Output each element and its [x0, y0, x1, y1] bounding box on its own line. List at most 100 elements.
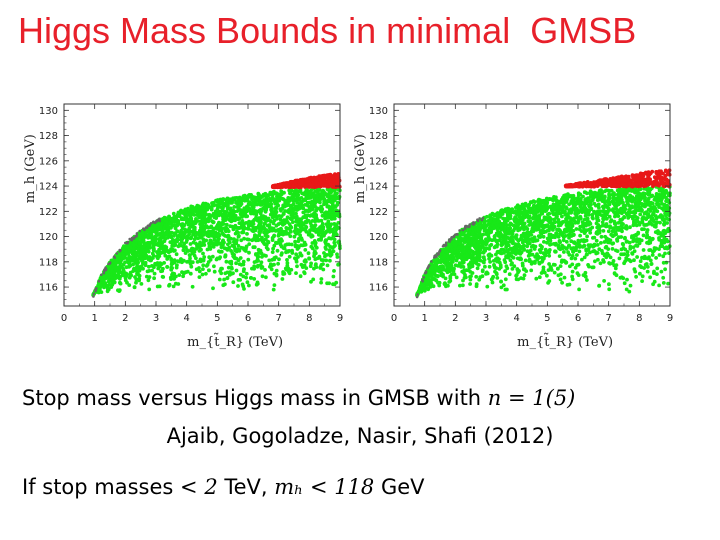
data-point-green	[196, 236, 200, 241]
data-point-red	[334, 174, 339, 179]
data-point-green	[278, 217, 283, 222]
data-point-green	[332, 198, 337, 203]
data-point-green	[196, 244, 200, 249]
data-point-edge	[135, 234, 138, 238]
data-point-green	[201, 233, 206, 237]
data-point-green	[187, 212, 192, 217]
data-point-green	[604, 216, 609, 221]
data-point-green	[607, 214, 612, 219]
data-point-green	[171, 248, 176, 253]
data-point-green	[307, 231, 312, 235]
data-point-green	[216, 226, 221, 230]
y-tick-label: 126	[39, 156, 58, 167]
data-point-green	[634, 274, 638, 279]
data-point-green	[141, 239, 146, 244]
data-point-edge	[151, 221, 155, 224]
data-point-green	[562, 250, 566, 254]
data-point-green	[292, 208, 297, 212]
data-point-green	[277, 229, 281, 234]
data-point-red	[337, 178, 342, 183]
data-point-green	[171, 223, 176, 227]
data-point-edge	[143, 228, 146, 232]
data-point-green	[570, 269, 575, 274]
data-point-red	[310, 185, 315, 189]
data-point-green	[322, 251, 326, 255]
data-point-green	[267, 258, 272, 263]
data-point-green	[289, 225, 294, 230]
data-point-green	[100, 277, 104, 282]
data-point-green	[240, 215, 244, 219]
data-point-green	[651, 218, 656, 223]
data-point-green	[272, 214, 277, 219]
data-point-green	[143, 256, 148, 261]
data-point-green	[582, 231, 587, 236]
data-point-red	[315, 183, 320, 188]
data-point-green	[208, 229, 213, 234]
data-point-green	[251, 245, 256, 250]
data-point-green	[155, 242, 160, 247]
data-point-green	[313, 263, 318, 267]
data-point-green	[652, 269, 656, 274]
data-point-red	[319, 180, 323, 185]
data-point-green	[531, 243, 535, 248]
data-point-green	[527, 251, 532, 256]
data-point-red	[291, 183, 296, 188]
data-point-green	[520, 240, 525, 245]
data-point-green	[560, 280, 564, 285]
data-point-green	[151, 229, 156, 234]
data-point-green	[175, 259, 180, 264]
data-point-green	[195, 260, 200, 264]
data-point-green	[433, 263, 437, 268]
data-point-green	[564, 239, 569, 244]
data-point-green	[224, 199, 229, 204]
data-point-green	[582, 217, 587, 222]
data-point-green	[239, 208, 244, 213]
data-point-green	[309, 279, 313, 284]
data-point-green	[192, 253, 197, 258]
data-point-green	[207, 244, 212, 249]
data-point-green	[300, 225, 304, 230]
data-point-green	[304, 208, 308, 213]
data-point-green	[234, 268, 239, 273]
data-point-green	[328, 208, 332, 212]
data-point-green	[638, 271, 642, 276]
data-point-green	[259, 214, 264, 219]
data-point-green	[528, 248, 533, 253]
data-point-green	[231, 254, 236, 258]
data-point-green	[169, 226, 173, 230]
data-point-green	[321, 258, 326, 263]
data-point-green	[194, 267, 199, 272]
data-point-green	[295, 200, 300, 205]
data-point-green	[253, 228, 258, 233]
data-point-green	[619, 247, 624, 252]
data-point-green	[319, 277, 324, 281]
data-point-green	[288, 229, 293, 233]
data-point-green	[242, 198, 247, 202]
data-point-green	[121, 256, 126, 260]
data-point-green	[331, 274, 336, 279]
data-point-green	[508, 258, 513, 263]
data-point-green	[264, 201, 268, 205]
data-point-green	[315, 194, 320, 198]
x-tick-label: 5	[214, 313, 220, 324]
data-point-green	[171, 284, 176, 289]
data-point-green	[279, 189, 284, 194]
data-point-green	[294, 271, 298, 275]
data-point-green	[211, 245, 216, 249]
data-point-green	[503, 260, 508, 265]
data-point-green	[331, 229, 335, 233]
data-point-green	[597, 247, 602, 252]
data-point-green	[201, 257, 206, 262]
data-point-green	[645, 269, 650, 274]
data-point-green	[185, 260, 189, 264]
data-point-green	[295, 244, 300, 248]
data-point-green	[218, 211, 223, 216]
data-point-green	[558, 240, 562, 245]
data-point-green	[231, 211, 236, 216]
data-point-green	[286, 209, 290, 214]
data-point-green	[293, 223, 298, 228]
data-point-green	[250, 229, 255, 233]
data-point-green	[159, 251, 164, 255]
data-point-green	[285, 249, 289, 254]
data-point-green	[537, 201, 541, 205]
